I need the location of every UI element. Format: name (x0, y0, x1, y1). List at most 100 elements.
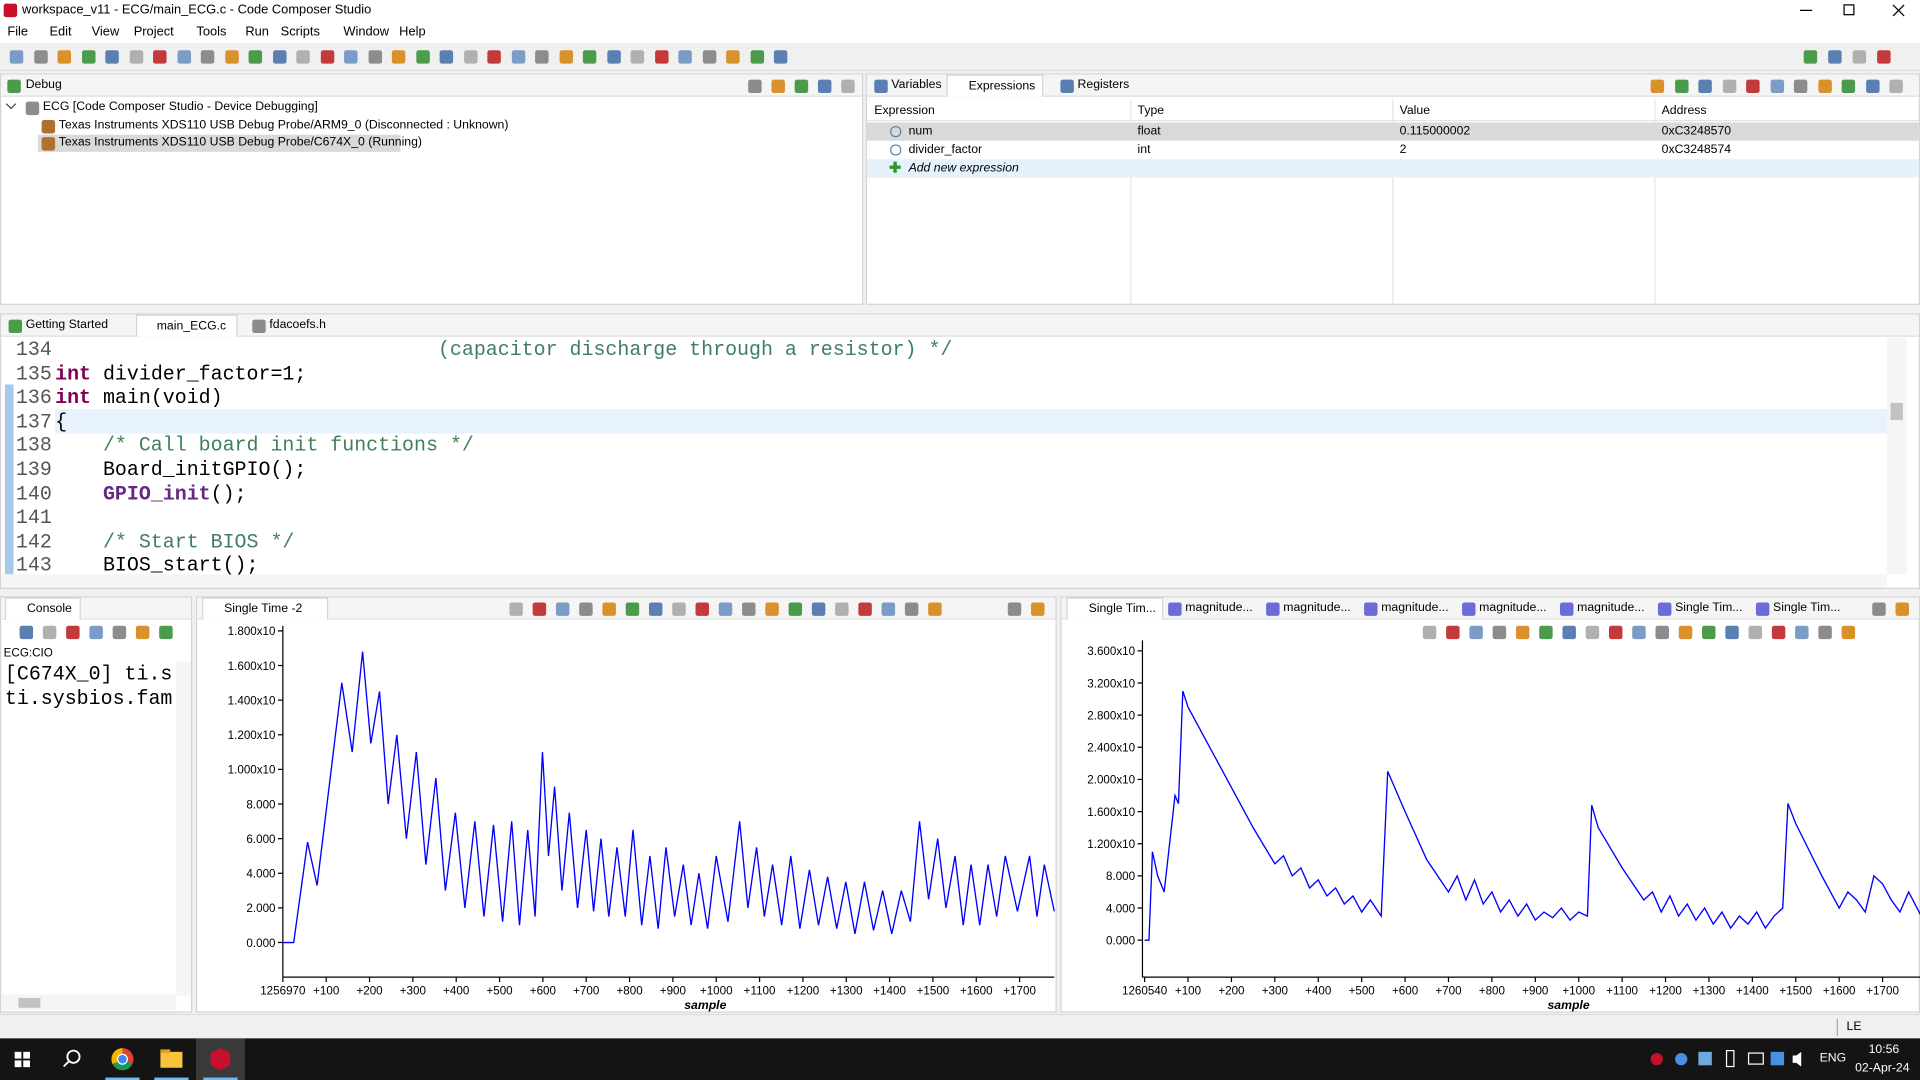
menu-item[interactable]: Scripts (280, 24, 320, 40)
tool-icon[interactable] (1632, 625, 1646, 640)
tool-icon[interactable] (509, 602, 523, 616)
v-scrollbar[interactable] (1886, 337, 1907, 575)
tool-icon[interactable] (248, 50, 263, 64)
tree-item[interactable]: ECG [Code Composer Studio - Device Debug… (42, 100, 318, 114)
view-tab[interactable]: Registers (1077, 78, 1130, 92)
tool-icon[interactable] (1539, 625, 1553, 640)
tool-icon[interactable] (771, 79, 785, 94)
tool-icon[interactable] (1469, 625, 1483, 640)
tool-icon[interactable] (1722, 79, 1736, 94)
tool-icon[interactable] (129, 50, 143, 64)
tool-icon[interactable] (1007, 602, 1022, 616)
tool-icon[interactable] (1562, 625, 1576, 640)
v-scrollbar[interactable] (176, 661, 192, 996)
tree-item[interactable]: Texas Instruments XDS110 USB Debug Probe… (58, 118, 509, 132)
tool-icon[interactable] (841, 79, 855, 94)
chrome-app[interactable] (105, 1048, 140, 1080)
graph-tab[interactable]: Single Tim... (1675, 601, 1743, 615)
tool-icon[interactable] (625, 602, 640, 616)
tool-icon[interactable] (33, 50, 48, 64)
clock-time[interactable]: 10:56 (1868, 1043, 1900, 1057)
tool-icon[interactable] (1771, 625, 1786, 640)
ccs-app[interactable] (195, 1038, 245, 1080)
graph-tab[interactable]: Single Tim... (1066, 597, 1164, 620)
tool-icon[interactable] (1889, 79, 1903, 94)
tool-icon[interactable] (176, 50, 191, 64)
tool-icon[interactable] (344, 50, 358, 64)
tool-icon[interactable] (1748, 625, 1763, 640)
tool-icon[interactable] (296, 50, 310, 64)
editor-tab[interactable]: Getting Started (25, 318, 109, 332)
tool-icon[interactable] (1895, 602, 1909, 616)
tool-icon[interactable] (765, 602, 779, 616)
taskbar-apps[interactable] (0, 1038, 245, 1080)
tool-icon[interactable] (463, 50, 477, 64)
tool-icon[interactable] (811, 602, 826, 616)
window-controls[interactable] (1788, 0, 1920, 21)
tool-icon[interactable] (1817, 79, 1832, 94)
graph-tab[interactable]: magnitude... (1185, 601, 1253, 615)
tool-icon[interactable] (1674, 79, 1688, 94)
menu-item[interactable]: File (7, 24, 29, 40)
menu-item[interactable]: Edit (49, 24, 72, 40)
system-tray[interactable] (1641, 1038, 1812, 1080)
tool-icon[interactable] (42, 625, 57, 640)
tool-icon[interactable] (1031, 602, 1045, 616)
tool-icon[interactable] (606, 50, 621, 64)
graph-tab[interactable]: magnitude... (1479, 601, 1547, 615)
column-header[interactable]: Value (1399, 104, 1431, 118)
tool-icon[interactable] (1852, 50, 1867, 64)
tool-icon[interactable] (742, 602, 756, 616)
tool-icon[interactable] (1795, 625, 1809, 640)
menu-item[interactable]: Tools (196, 24, 227, 40)
tool-icon[interactable] (654, 50, 668, 64)
tool-icon[interactable] (1678, 625, 1693, 640)
tool-icon[interactable] (555, 602, 570, 616)
tool-icon[interactable] (678, 50, 692, 64)
column-header[interactable]: Address (1661, 104, 1707, 118)
tool-icon[interactable] (391, 50, 406, 64)
tool-icon[interactable] (89, 625, 103, 640)
tool-icon[interactable] (858, 602, 872, 616)
tool-icon[interactable] (439, 50, 454, 64)
tool-icon[interactable] (112, 625, 127, 640)
tree-item[interactable]: Texas Instruments XDS110 USB Debug Probe… (58, 135, 423, 150)
tool-icon[interactable] (1515, 625, 1530, 640)
tool-icon[interactable] (1746, 79, 1760, 94)
editor-tab[interactable]: main_ECG.c (135, 314, 238, 337)
scroll-thumb[interactable] (1890, 402, 1903, 420)
view-tab[interactable]: Variables (891, 78, 942, 92)
clock-date[interactable]: 02-Apr-24 (1855, 1061, 1910, 1076)
tool-icon[interactable] (579, 602, 593, 616)
explorer-app[interactable] (154, 1049, 189, 1080)
tool-icon[interactable] (81, 50, 95, 64)
tool-icon[interactable] (105, 50, 119, 64)
graph-tab[interactable]: magnitude... (1283, 601, 1351, 615)
tool-icon[interactable] (9, 50, 24, 64)
tool-icon[interactable] (1828, 50, 1842, 64)
tool-icon[interactable] (1698, 79, 1712, 94)
view-tab[interactable]: Console (4, 597, 81, 620)
tool-icon[interactable] (582, 50, 597, 64)
tool-icon[interactable] (1608, 625, 1623, 640)
tool-icon[interactable] (1655, 625, 1669, 640)
tool-icon[interactable] (1446, 625, 1460, 640)
tool-icon[interactable] (1770, 79, 1784, 94)
search-button[interactable] (63, 1049, 81, 1068)
tool-icon[interactable] (835, 602, 849, 616)
tool-icon[interactable] (1702, 625, 1716, 640)
tool-icon[interactable] (1841, 79, 1856, 94)
menu-item[interactable]: View (91, 24, 120, 40)
tool-icon[interactable] (702, 50, 716, 64)
graph-tab[interactable]: Single Tim... (1773, 601, 1841, 615)
tool-icon[interactable] (788, 602, 803, 616)
tool-icon[interactable] (773, 50, 788, 64)
tool-icon[interactable] (1492, 625, 1507, 640)
menu-item[interactable]: Window (343, 24, 390, 40)
tool-icon[interactable] (672, 602, 686, 616)
tool-icon[interactable] (928, 602, 942, 616)
tool-icon[interactable] (1818, 625, 1832, 640)
tool-icon[interactable] (817, 79, 832, 94)
graph-tab[interactable]: magnitude... (1577, 601, 1645, 615)
h-scrollbar[interactable] (1, 574, 1887, 588)
